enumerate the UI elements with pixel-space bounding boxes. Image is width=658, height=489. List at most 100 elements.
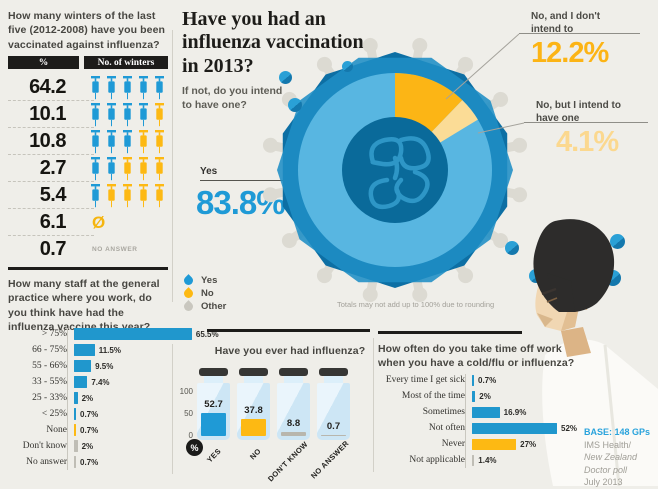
bar-value: 27% [520,439,537,449]
q4-topbar [207,329,370,332]
syringe-icon [91,102,100,126]
winters-row: 0.7 NO ANSWER [8,236,170,263]
q5-question: How often do you take time off work when… [378,343,575,370]
row-separator [8,181,94,182]
base-line2: IMS Health/ [584,439,632,450]
bar [472,406,500,418]
row-separator [8,208,94,209]
vaccine-vial: 8.8 [277,368,310,446]
bar-value: 0.7% [478,375,497,385]
staff-bar-chart: > 75% 65.5% 66 - 75% 11.5% 55 - 66% 9.5% 33 - … [8,326,219,470]
winters-pct: 2.7 [39,157,67,179]
bar-category-label: Never [441,439,465,449]
bar-value: 9.5% [95,361,114,371]
syringe-icon [139,75,148,99]
winters-row: 5.4 [8,182,170,209]
legend-item: Yes [182,274,226,287]
no2-rule [524,122,648,123]
droplet-icon [182,300,195,313]
bar-category-label: Don't know [22,441,67,451]
legend-label: Yes [201,275,218,286]
staff-axis [67,328,68,470]
winters-pct: 10.8 [29,130,66,152]
syringe-group [90,75,165,100]
vaccine-vial: 37.8 [237,368,270,446]
syringe-icon [91,183,100,207]
bar-row: Don't know 2% [8,438,219,454]
row-separator [8,154,94,155]
vial-value: 37.8 [244,405,263,417]
syringe-icon [155,156,164,180]
winters-pct: 6.1 [39,211,67,233]
q3-question: How many staff at the general practice w… [8,278,160,334]
bar [74,424,76,436]
vial-cap [319,368,348,376]
bar-row: No answer 0.7% [8,454,219,470]
no2-value: 4.1% [556,126,619,158]
virus-dot-icon [341,60,353,72]
bar-category-label: Every time I get sick [385,375,465,385]
base-line5: July 2013 [584,477,623,487]
syringe-group [90,183,165,208]
bar-category-label: Not often [428,423,465,433]
winters-pct: 10.1 [29,103,66,125]
winters-row: 10.1 [8,101,170,128]
q5-topbar [378,331,522,334]
bar-category-label: > 75% [41,329,67,339]
bar-category-label: 55 - 66% [32,361,67,371]
syringe-group [90,156,165,181]
syringe-icon [139,183,148,207]
bar-category-label: 25 - 33% [32,393,67,403]
virus-dot-icon [288,98,302,112]
syringe-icon [91,156,100,180]
bar-category-label: Not applicable [409,455,465,465]
bar-category-label: < 25% [41,409,67,419]
bar-row: < 25% 0.7% [8,406,219,422]
yes-label: Yes [200,166,218,177]
base-note: BASE: 148 GPs IMS Health/ New Zealand Do… [584,426,656,489]
syringe-icon [155,75,164,99]
vial-neck [324,376,343,383]
virus-dot-icon [609,233,625,249]
q1-col-winters: No. of winters [84,56,168,69]
bar-value: 0.7% [80,457,99,467]
bar-category-label: 33 - 55% [32,377,67,387]
row-separator [8,127,94,128]
vial-value: 0.7 [326,421,341,432]
divider [172,30,173,302]
q4-question: Have you ever had influenza? [214,345,366,357]
vial-fill [321,435,346,436]
bar-value: 52% [561,423,578,433]
syringe-group [90,129,165,154]
vial-x-label: NO [247,446,263,462]
bar-value: 2% [479,391,491,401]
bar-row: > 75% 65.5% [8,326,219,342]
winters-pct: 5.4 [39,184,67,206]
bar [74,440,78,452]
vial-y-tick: 50 [184,409,193,418]
bar-row: None 0.7% [8,422,219,438]
bar-category-label: Most of the time [401,391,465,401]
yes-rule [200,180,298,181]
timeoff-bar-chart: Every time I get sick 0.7% Most of the tim… [378,372,577,468]
legend-item: No [182,287,226,300]
base-line3: New Zealand [584,452,638,462]
vaccine-vial: 52.7 [197,368,230,446]
bar-category-label: Sometimes [422,407,465,417]
bar [74,360,92,372]
syringe-icon [139,156,148,180]
bar [472,422,558,434]
syringe-icon [91,129,100,153]
syringe-icon [123,129,132,153]
no2-label: No, but I intend to have one [536,100,621,124]
bar-row: 33 - 55% 7.4% [8,374,219,390]
bar-value: 0.7% [80,409,99,419]
bar-value: 11.5% [98,345,121,355]
vial-cap [239,368,268,376]
bar-row: 66 - 75% 11.5% [8,342,219,358]
syringe-icon [91,75,100,99]
vial-body: 0.7 [317,383,350,440]
pie-legend: Yes No Other [182,274,226,313]
bar [74,408,76,420]
syringe-icon [107,183,116,207]
